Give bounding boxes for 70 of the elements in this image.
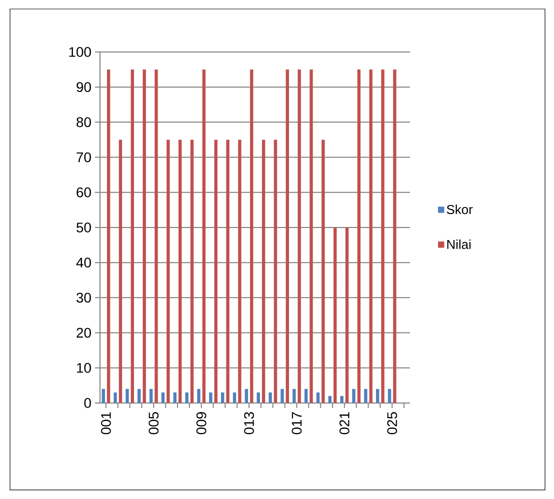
bar <box>106 70 110 403</box>
bar <box>376 388 380 403</box>
y-tick-label: 10 <box>77 362 91 373</box>
bar <box>345 227 349 403</box>
y-tick-label: 70 <box>76 152 91 162</box>
x-tick-label: 017 <box>292 412 302 434</box>
bar <box>310 70 313 403</box>
y-tick-label: 40 <box>76 258 91 268</box>
bar <box>166 140 170 403</box>
y-tick-label: 80 <box>76 117 91 128</box>
x-tick-label: 001 <box>101 412 111 434</box>
y-tick-label: 100 <box>69 47 91 57</box>
bar <box>369 70 372 403</box>
bar <box>393 70 396 403</box>
bar <box>298 70 301 403</box>
bar <box>154 70 158 403</box>
bar <box>178 140 182 403</box>
x-tick-label: 025 <box>387 412 398 434</box>
bar <box>280 388 284 403</box>
bar <box>322 140 325 403</box>
bar <box>130 70 134 403</box>
y-tick-label: 90 <box>76 82 91 92</box>
bar <box>256 392 260 403</box>
bar <box>268 392 272 403</box>
bar <box>292 388 296 403</box>
y-tick-label: 60 <box>76 187 91 198</box>
x-tick-label: 013 <box>244 412 254 434</box>
y-tick-label: 50 <box>76 222 91 232</box>
bar <box>286 70 289 403</box>
bar <box>274 140 278 403</box>
bar <box>114 392 117 403</box>
bar <box>190 140 194 403</box>
y-tick-label: 20 <box>76 328 91 338</box>
bar <box>138 388 141 403</box>
bar <box>149 388 153 403</box>
bar <box>304 388 308 403</box>
bar <box>142 70 146 403</box>
bar <box>118 140 122 403</box>
legend-label: Skor <box>446 204 473 214</box>
bar <box>250 70 254 403</box>
bar <box>197 388 200 403</box>
x-tick-label: 021 <box>339 412 350 434</box>
bar <box>238 140 242 403</box>
x-tick-label: 005 <box>148 412 159 434</box>
bar <box>328 396 332 403</box>
bar <box>244 388 248 403</box>
bar <box>209 392 212 403</box>
bar <box>388 388 392 403</box>
bar <box>364 388 368 403</box>
bar <box>357 70 361 403</box>
bar <box>202 70 206 403</box>
bar <box>262 140 266 403</box>
bar <box>102 388 105 403</box>
bar <box>185 392 188 403</box>
bar <box>340 396 344 403</box>
bar <box>126 388 129 403</box>
bar <box>316 392 320 403</box>
legend-label: Nilai <box>447 239 471 249</box>
bar <box>214 140 218 403</box>
bar <box>173 392 177 403</box>
bar <box>381 70 384 403</box>
y-tick-label: 30 <box>76 292 91 303</box>
bar <box>221 392 224 403</box>
bar <box>161 392 165 403</box>
bar <box>232 392 236 403</box>
bar <box>334 227 337 403</box>
bar <box>352 388 356 403</box>
y-tick-label: 0 <box>84 398 91 408</box>
bar <box>226 140 230 403</box>
x-tick-label: 009 <box>196 412 206 434</box>
